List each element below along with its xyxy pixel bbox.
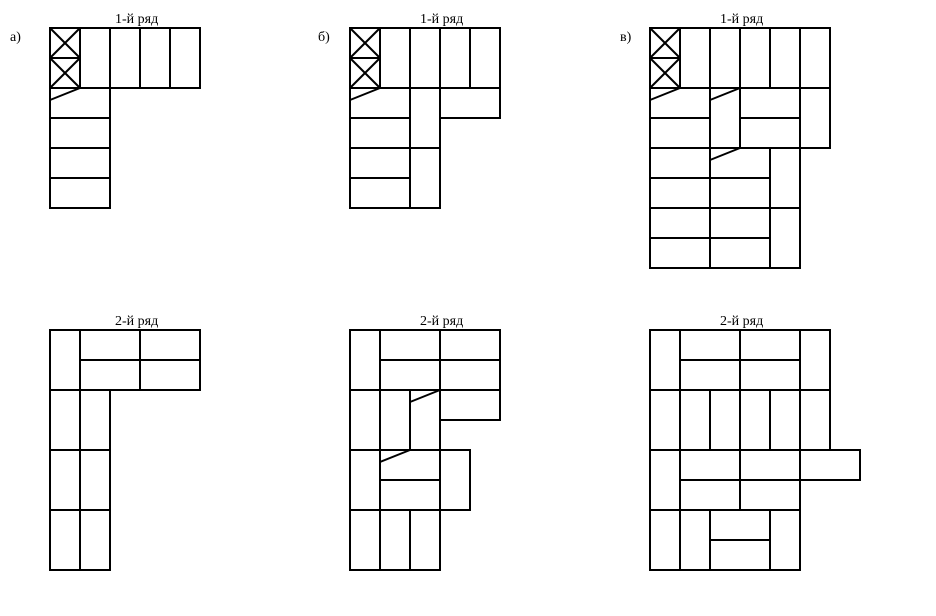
diagram-v-row2 [650,330,920,570]
diagram-a-row1 [50,28,260,208]
panel-label-b: б) [318,30,330,46]
diagram-b-row2 [350,330,560,570]
panel-label-a: а) [10,30,21,46]
row-label-v1: 1-й ряд [720,12,763,28]
row-label-b1: 1-й ряд [420,12,463,28]
panel-label-v: в) [620,30,631,46]
diagram-v-row1 [650,28,890,268]
diagram-a-row2 [50,330,260,570]
row-label-a1: 1-й ряд [115,12,158,28]
diagram-b-row1 [350,28,560,238]
page: а) б) в) 1-й ряд 1-й ряд 1-й ряд 2-й ряд… [0,0,936,616]
row-label-b2: 2-й ряд [420,314,463,330]
row-label-v2: 2-й ряд [720,314,763,330]
row-label-a2: 2-й ряд [115,314,158,330]
